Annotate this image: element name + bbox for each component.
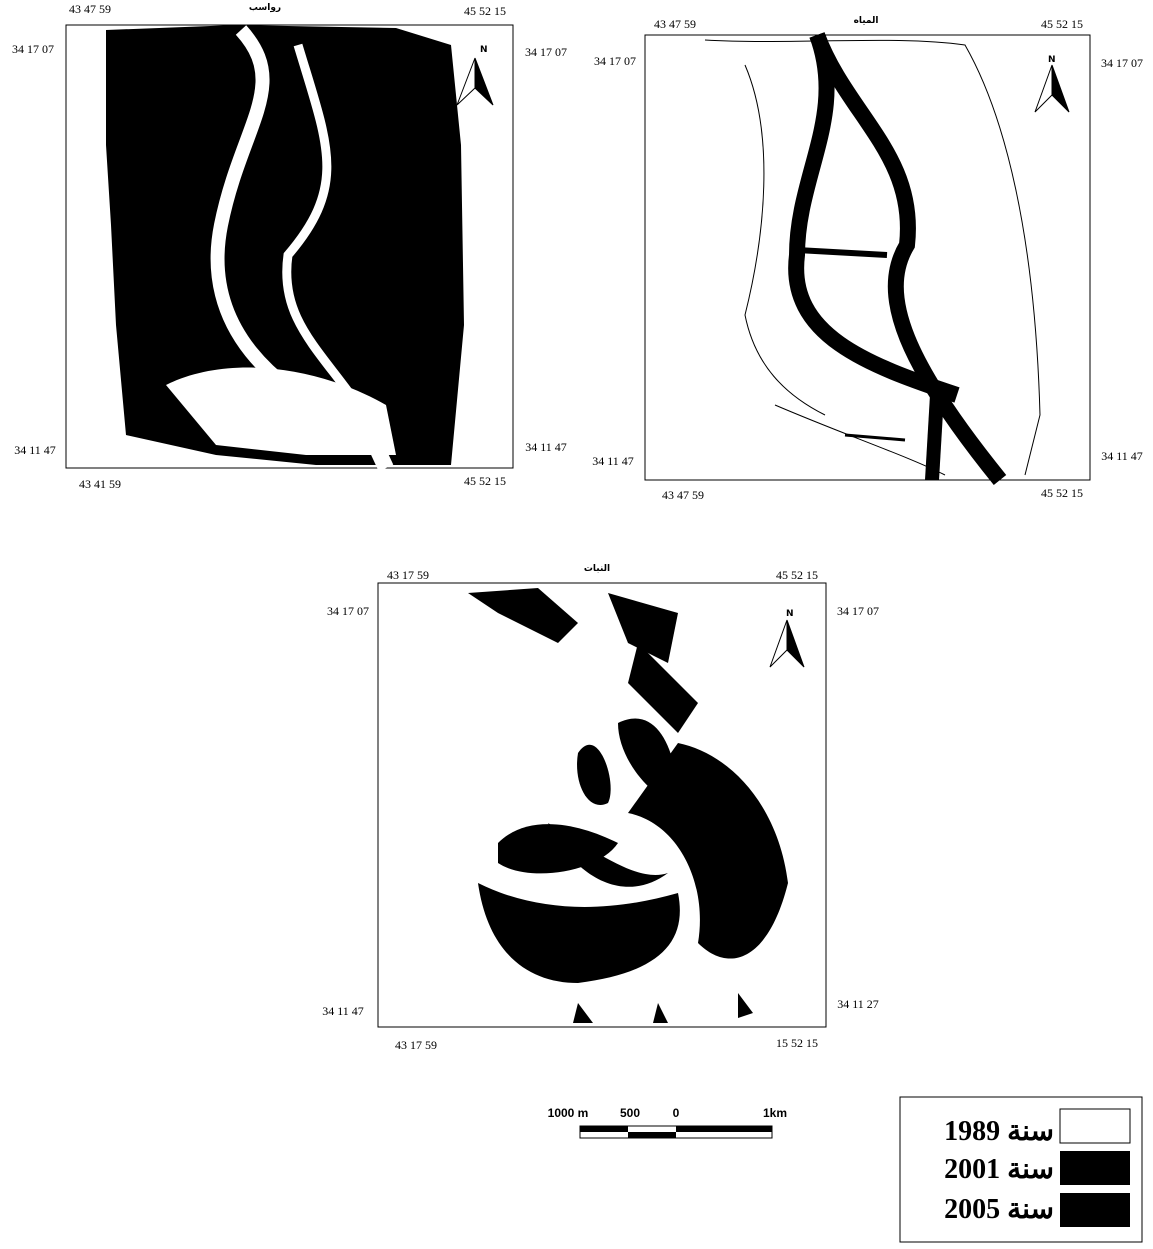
legend-swatch — [1060, 1151, 1130, 1185]
coord-label: 34 17 07 — [837, 604, 879, 618]
scale-label: 500 — [620, 1106, 640, 1120]
coord-label: 34 17 07 — [594, 54, 636, 68]
panel: المياه 43 47 59 45 52 15 34 17 07 34 17 … — [592, 16, 1143, 502]
coord-label: 43 41 59 — [79, 477, 121, 491]
coord-label: 34 17 07 — [1101, 56, 1143, 70]
legend-label: سنة 2001 — [944, 1154, 1054, 1185]
coord-label: 34 11 47 — [1101, 449, 1143, 463]
coord-label: 45 52 15 — [776, 568, 818, 582]
coord-label: 43 47 59 — [654, 17, 696, 31]
map — [106, 25, 464, 468]
scale-label: 1km — [763, 1106, 787, 1120]
coord-label: 45 52 15 — [1041, 17, 1083, 31]
coord-label: 34 11 47 — [14, 443, 56, 457]
panel-title: رواسب — [249, 3, 281, 13]
coord-label: 43 47 59 — [662, 488, 704, 502]
coord-label: 15 52 15 — [776, 1036, 818, 1050]
coord-label: 34 11 27 — [837, 997, 879, 1011]
coord-label: 34 17 07 — [525, 45, 567, 59]
legend: سنة 1989 سنة 2001 سنة 2005 — [900, 1097, 1142, 1242]
legend-label: سنة 1989 — [944, 1116, 1054, 1147]
coord-label: 34 17 07 — [12, 42, 54, 56]
scale-bar: 1000 m 500 0 1km — [548, 1106, 787, 1138]
coord-label: 34 17 07 — [327, 604, 369, 618]
coord-label: 43 17 59 — [395, 1038, 437, 1052]
coord-label: 45 52 15 — [464, 474, 506, 488]
coord-label: 43 47 59 — [69, 2, 111, 16]
coord-label: 45 52 15 — [1041, 486, 1083, 500]
north-label: N — [786, 609, 794, 619]
panel-title: المياه — [854, 16, 879, 26]
scale-label: 0 — [673, 1106, 680, 1120]
north-label: N — [1048, 55, 1056, 65]
figure: رواسب 43 47 59 45 52 15 34 17 07 34 17 0… — [0, 0, 1153, 1244]
panel: النبات 43 17 59 45 52 15 34 17 07 34 17 … — [322, 564, 879, 1052]
scale-label: 1000 m — [548, 1106, 589, 1120]
legend-swatch — [1060, 1109, 1130, 1143]
coord-label: 34 11 47 — [322, 1004, 364, 1018]
legend-label: سنة 2005 — [944, 1194, 1054, 1225]
panel: رواسب 43 47 59 45 52 15 34 17 07 34 17 0… — [12, 2, 567, 491]
coord-label: 34 11 47 — [592, 454, 634, 468]
coord-label: 45 52 15 — [464, 4, 506, 18]
north-label: N — [480, 45, 488, 55]
legend-swatch — [1060, 1193, 1130, 1227]
frame — [645, 35, 1090, 480]
coord-label: 34 11 47 — [525, 440, 567, 454]
coord-label: 43 17 59 — [387, 568, 429, 582]
panel-title: النبات — [584, 564, 610, 574]
